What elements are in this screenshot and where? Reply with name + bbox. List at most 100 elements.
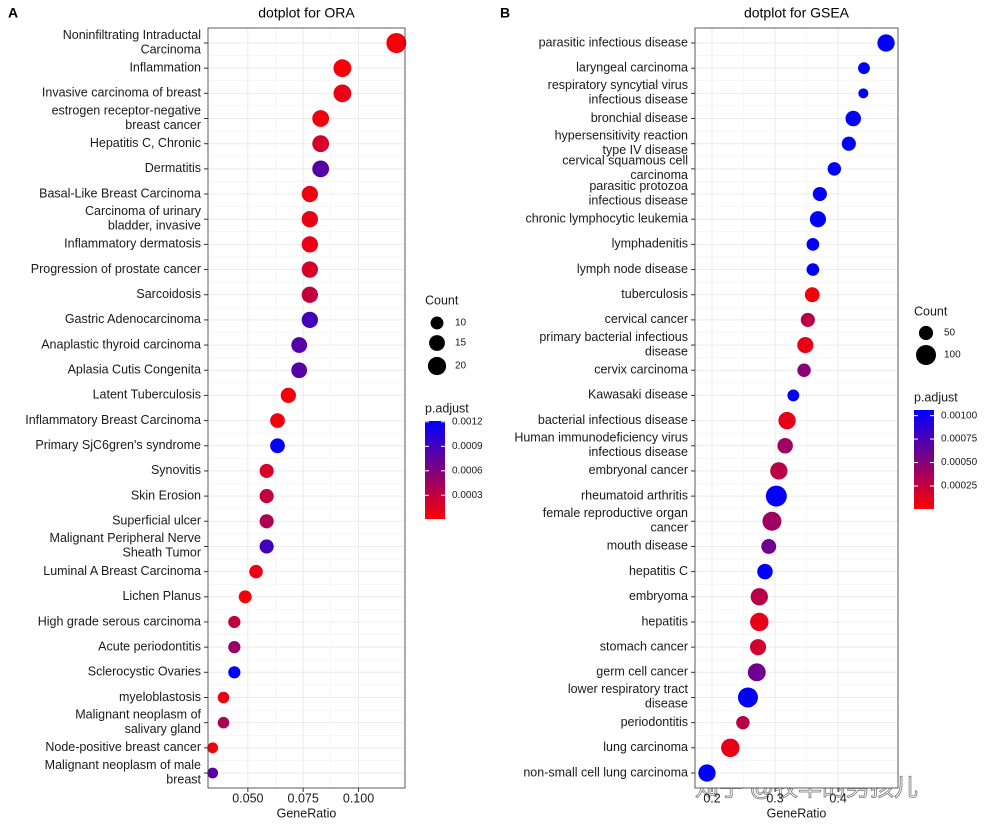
y-tick-label: hepatitis <box>641 614 688 628</box>
y-tick-label: bacterial infectious disease <box>538 413 688 427</box>
size-legend-label: 15 <box>455 338 467 349</box>
color-legend-label: 0.00050 <box>941 457 978 468</box>
dot <box>228 666 241 679</box>
y-tick-label: Aplasia Cutis Congenita <box>68 363 201 377</box>
chart-title: dotplot for ORA <box>258 5 355 21</box>
dot <box>386 33 407 53</box>
size-legend-label: 100 <box>944 350 961 361</box>
panel-label: A <box>8 5 18 21</box>
dot <box>301 286 318 303</box>
plot-border <box>207 27 406 789</box>
y-tick-label: Acute periodontitis <box>98 639 201 653</box>
dot <box>750 588 768 606</box>
size-legend-label: 50 <box>944 328 956 339</box>
size-legend-title: Count <box>425 293 459 307</box>
y-tick-label: Sclerocystic Ovaries <box>88 665 201 679</box>
dot <box>721 738 740 758</box>
dot <box>228 615 241 629</box>
y-tick-label: laryngeal carcinoma <box>576 60 688 74</box>
dot <box>259 463 274 478</box>
dot <box>291 337 308 353</box>
color-bar <box>425 421 445 519</box>
dot <box>698 764 716 782</box>
dot <box>249 564 263 579</box>
dot <box>259 514 274 529</box>
x-axis-label: GeneRatio <box>277 806 337 820</box>
dot <box>827 162 842 176</box>
dot <box>761 539 777 554</box>
dot <box>736 715 750 730</box>
size-legend-key <box>429 335 445 351</box>
y-tick-label: Malignant neoplasm of salivary gland <box>75 708 201 737</box>
dot <box>228 641 241 654</box>
y-tick-label: Malignant Peripheral Nerve Sheath Tumor <box>50 531 202 560</box>
x-tick-label: 0.4 <box>829 791 846 805</box>
y-tick-label: Hepatitis C, Chronic <box>90 136 201 150</box>
y-tick-label: Node-positive breast cancer <box>45 740 201 754</box>
dot <box>259 489 274 504</box>
y-tick-label: Carcinoma of urinary bladder, invasive <box>85 204 202 233</box>
dot <box>301 185 318 203</box>
y-tick-label: Latent Tuberculosis <box>93 388 201 402</box>
y-tick-label: Synovitis <box>151 463 201 477</box>
x-tick-label: 0.100 <box>343 791 374 805</box>
y-tick-label: respiratory syncytial virus infectious di… <box>548 78 688 107</box>
size-legend-key <box>430 316 444 330</box>
dot <box>757 563 773 580</box>
y-tick-label: bronchial disease <box>591 111 688 125</box>
dot <box>797 337 814 354</box>
dot <box>812 186 827 202</box>
dot <box>778 411 796 430</box>
y-tick-label: rheumatoid arthritis <box>581 488 688 502</box>
color-legend-title: p.adjust <box>914 390 958 404</box>
y-tick-label: Kawasaki disease <box>588 388 688 402</box>
dot <box>301 311 318 329</box>
dot <box>797 363 811 377</box>
y-tick-label: Gastric Adenocarcinoma <box>65 312 201 326</box>
y-tick-label: cervix carcinoma <box>594 363 688 377</box>
y-tick-label: myeloblastosis <box>119 690 201 704</box>
y-tick-label: Inflammatory Breast Carcinoma <box>25 413 201 427</box>
size-legend-key <box>916 345 936 365</box>
y-tick-label: High grade serous carcinoma <box>38 614 201 628</box>
dot <box>280 387 296 404</box>
y-tick-label: germ cell cancer <box>596 665 688 679</box>
dot <box>301 261 318 278</box>
color-legend-label: 0.0012 <box>452 416 483 427</box>
y-tick-label: cervical cancer <box>605 312 688 326</box>
dot <box>800 312 815 327</box>
dot <box>806 238 820 251</box>
size-legend-label: 20 <box>455 361 467 372</box>
y-tick-label: parasitic protozoa infectious disease <box>589 179 688 208</box>
dot <box>312 110 330 127</box>
dot <box>291 362 308 379</box>
y-tick-label: stomach cancer <box>600 639 688 653</box>
color-legend-label: 0.00075 <box>941 434 978 445</box>
dot <box>806 263 820 276</box>
color-legend-label: 0.0009 <box>452 441 483 452</box>
size-legend-title: Count <box>914 304 948 318</box>
y-tick-label: lung carcinoma <box>603 740 688 754</box>
y-tick-label: primary bacterial infectious disease <box>539 330 688 359</box>
dot <box>845 110 861 127</box>
size-legend-key <box>918 325 934 341</box>
y-tick-label: Inflammation <box>129 60 201 74</box>
dot <box>777 438 793 454</box>
y-tick-label: lower respiratory tract disease <box>568 683 689 712</box>
y-tick-label: mouth disease <box>607 539 688 553</box>
dot <box>737 687 758 708</box>
y-tick-label: lymphadenitis <box>612 237 688 251</box>
dot <box>770 462 788 480</box>
y-tick-label: Malignant neoplasm of male breast <box>45 758 202 787</box>
panel-label: B <box>500 5 510 21</box>
dot <box>270 438 285 454</box>
dot <box>841 136 856 151</box>
dot <box>809 211 826 228</box>
dot <box>312 135 330 153</box>
dot <box>765 485 787 507</box>
dot <box>877 34 895 52</box>
y-tick-label: Human immunodeficiency virus infectious d… <box>514 431 688 460</box>
y-tick-label: non-small cell lung carcinoma <box>523 765 688 779</box>
dot <box>207 767 219 779</box>
